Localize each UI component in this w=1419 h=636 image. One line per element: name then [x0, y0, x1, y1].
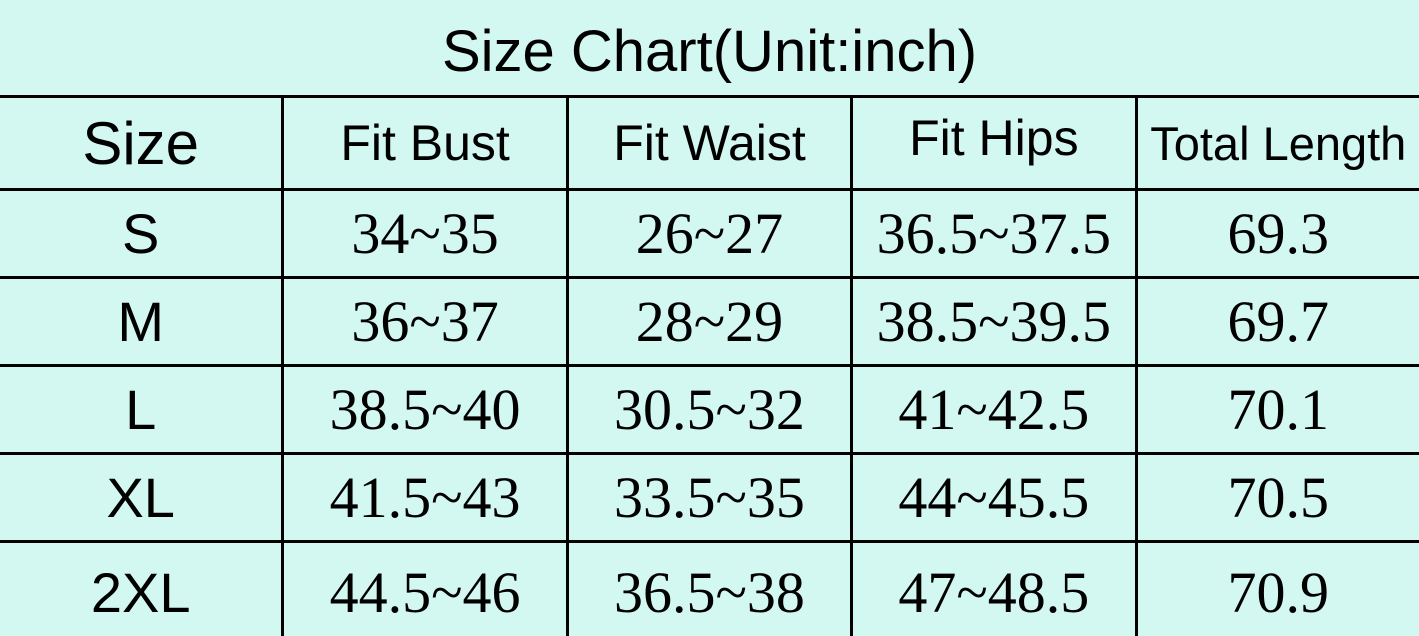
cell-l-fit-hips: 41~42.5 [850, 364, 1138, 455]
row-label-l: L [0, 364, 285, 455]
column-header-size: Size [0, 95, 285, 191]
row-label-xl: XL [0, 452, 285, 543]
column-header-total-length: Total Length [1134, 95, 1419, 191]
cell-2xl-fit-hips: 47~48.5 [850, 540, 1138, 636]
cell-m-total-length: 69.7 [1134, 276, 1419, 367]
cell-s-fit-bust: 34~35 [281, 188, 569, 279]
cell-l-fit-bust: 38.5~40 [281, 364, 569, 455]
row-label-2xl: 2XL [0, 540, 285, 636]
cell-2xl-fit-waist: 36.5~38 [565, 540, 854, 636]
cell-xl-fit-waist: 33.5~35 [565, 452, 854, 543]
cell-l-fit-waist: 30.5~32 [565, 364, 854, 455]
table-row-2xl: 2XL 44.5~46 36.5~38 47~48.5 70.9 [0, 540, 1419, 636]
cell-2xl-fit-bust: 44.5~46 [281, 540, 569, 636]
chart-title: Size Chart(Unit:inch) [441, 19, 978, 84]
cell-2xl-total-length: 70.9 [1134, 540, 1419, 636]
cell-m-fit-waist: 28~29 [565, 276, 854, 367]
table-row-m: M 36~37 28~29 38.5~39.5 69.7 [0, 276, 1419, 367]
table-row-s: S 34~35 26~27 36.5~37.5 69.3 [0, 188, 1419, 279]
cell-s-fit-waist: 26~27 [565, 188, 854, 279]
size-chart-table: Size Fit Bust Fit Waist Fit Hips Total L… [0, 95, 1419, 636]
row-label-s: S [0, 188, 285, 279]
table-row-l: L 38.5~40 30.5~32 41~42.5 70.1 [0, 364, 1419, 455]
cell-l-total-length: 70.1 [1134, 364, 1419, 455]
cell-m-fit-hips: 38.5~39.5 [850, 276, 1138, 367]
cell-m-fit-bust: 36~37 [281, 276, 569, 367]
cell-s-fit-hips: 36.5~37.5 [850, 188, 1138, 279]
cell-xl-fit-bust: 41.5~43 [281, 452, 569, 543]
cell-s-total-length: 69.3 [1134, 188, 1419, 279]
row-label-m: M [0, 276, 285, 367]
column-header-fit-hips-label: Fit Hips [909, 110, 1079, 166]
cell-xl-fit-hips: 44~45.5 [850, 452, 1138, 543]
header-row: Size Fit Bust Fit Waist Fit Hips Total L… [0, 95, 1419, 191]
table-row-xl: XL 41.5~43 33.5~35 44~45.5 70.5 [0, 452, 1419, 543]
cell-xl-total-length: 70.5 [1134, 452, 1419, 543]
column-header-fit-bust: Fit Bust [281, 95, 569, 191]
column-header-fit-waist: Fit Waist [565, 95, 854, 191]
column-header-fit-hips: Fit Hips [850, 95, 1138, 191]
